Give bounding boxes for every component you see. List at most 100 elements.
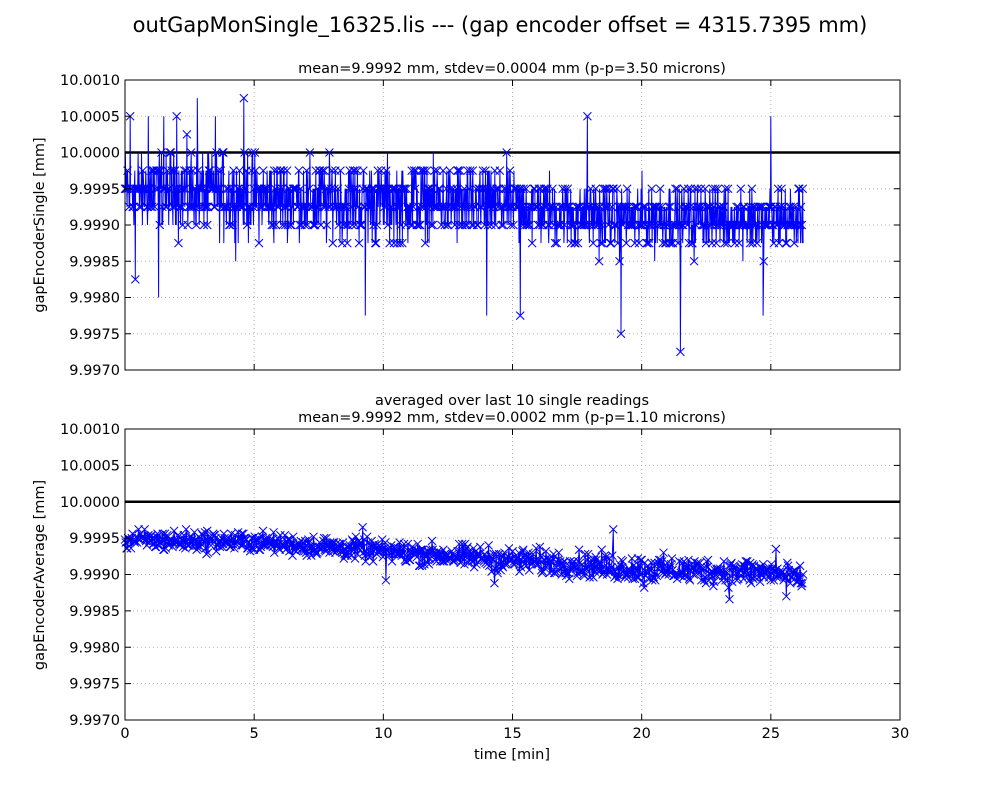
data-point-single	[356, 220, 366, 230]
data-point-averaged	[353, 543, 363, 553]
data-point-single	[493, 202, 503, 212]
data-point-single	[124, 202, 134, 212]
data-point-single	[547, 202, 556, 212]
y-tick-label: 9.9980	[69, 640, 120, 656]
data-point-single	[283, 220, 293, 230]
data-point-single	[418, 166, 428, 175]
x-tick-label: 15	[503, 726, 521, 742]
data-point-single	[466, 202, 476, 212]
data-point-single	[689, 256, 699, 266]
data-point-single	[782, 238, 791, 248]
data-point-averaged	[487, 567, 496, 576]
data-point-single	[598, 238, 607, 248]
data-point-averaged	[683, 571, 693, 581]
y-tick-label: 9.9985	[69, 254, 120, 270]
data-point-single	[347, 220, 357, 230]
data-point-single	[342, 238, 352, 248]
data-point-single	[336, 166, 345, 175]
data-point-single	[676, 347, 685, 357]
data-point-averaged	[524, 565, 534, 575]
data-point-single	[756, 202, 766, 212]
data-point-single	[748, 238, 758, 248]
data-point-single	[214, 184, 224, 194]
data-point-averaged	[798, 578, 807, 588]
data-point-single	[437, 202, 447, 212]
data-point-single	[202, 220, 212, 230]
data-point-single	[244, 202, 254, 212]
data-point-single	[548, 202, 558, 212]
data-point-single	[719, 202, 729, 212]
data-point-averaged	[538, 567, 548, 576]
data-point-single	[687, 238, 696, 248]
data-point-single	[299, 202, 309, 212]
data-point-single	[204, 166, 214, 175]
y-tick-label: 9.9970	[69, 363, 120, 379]
data-point-single	[165, 148, 175, 157]
data-point-averaged	[614, 571, 624, 581]
data-point-single	[682, 220, 692, 230]
data-point-single	[373, 166, 383, 175]
data-point-single	[141, 184, 150, 194]
data-point-single	[513, 202, 523, 212]
data-point-averaged	[541, 546, 551, 556]
data-point-single	[449, 202, 459, 212]
data-point-single	[639, 202, 649, 212]
data-point-single	[695, 202, 705, 212]
data-point-single	[794, 184, 804, 194]
data-point-averaged	[199, 536, 209, 546]
y-tick-label: 10.0000	[60, 495, 120, 511]
data-point-single	[194, 184, 204, 194]
data-point-single	[655, 184, 665, 194]
data-point-single	[303, 202, 313, 212]
data-point-averaged	[595, 565, 604, 575]
data-point-averaged	[368, 557, 378, 566]
data-point-single	[519, 184, 529, 194]
data-point-single	[768, 220, 778, 230]
data-point-single	[263, 184, 272, 194]
data-point-averaged	[555, 557, 565, 566]
data-point-single	[172, 111, 182, 121]
data-point-single	[398, 184, 408, 194]
data-point-single	[713, 184, 723, 194]
subplot-title-averaged-line2: mean=9.9992 mm, stdev=0.0002 mm (p-p=1.1…	[298, 410, 726, 426]
data-point-single	[196, 184, 205, 194]
data-point-single	[789, 238, 799, 248]
data-point-single	[372, 220, 382, 230]
data-point-averaged	[685, 575, 695, 585]
data-point-averaged	[140, 525, 149, 534]
data-point-single	[275, 184, 284, 194]
data-point-single	[198, 184, 208, 194]
data-point-single	[672, 184, 682, 194]
data-point-single	[218, 148, 227, 157]
data-point-single	[414, 220, 424, 230]
data-point-averaged	[703, 555, 713, 565]
data-point-single	[705, 202, 714, 212]
data-point-single	[489, 202, 499, 212]
data-point-single	[181, 166, 191, 175]
data-point-single	[525, 220, 534, 230]
data-point-averaged	[509, 559, 518, 569]
data-point-single	[225, 220, 235, 230]
data-point-single	[594, 256, 604, 266]
data-point-single	[597, 220, 607, 230]
data-point-averaged	[750, 573, 760, 582]
data-point-single	[495, 166, 505, 175]
data-point-single	[722, 238, 732, 248]
y-tick-label: 9.9970	[69, 713, 120, 729]
data-point-single	[130, 275, 140, 284]
data-point-single	[685, 202, 695, 212]
data-point-averaged	[359, 548, 368, 558]
data-point-single	[710, 184, 720, 194]
data-point-single	[567, 220, 577, 230]
data-point-single	[453, 166, 462, 175]
data-point-averaged	[416, 545, 426, 555]
data-point-averaged	[246, 543, 256, 553]
data-point-single	[627, 220, 636, 230]
data-point-single	[621, 202, 630, 212]
data-point-single	[766, 202, 776, 212]
data-point-single	[581, 202, 590, 212]
data-point-averaged	[599, 562, 609, 572]
data-point-single	[216, 166, 226, 175]
data-point-single	[512, 184, 522, 194]
data-point-single	[642, 238, 651, 248]
